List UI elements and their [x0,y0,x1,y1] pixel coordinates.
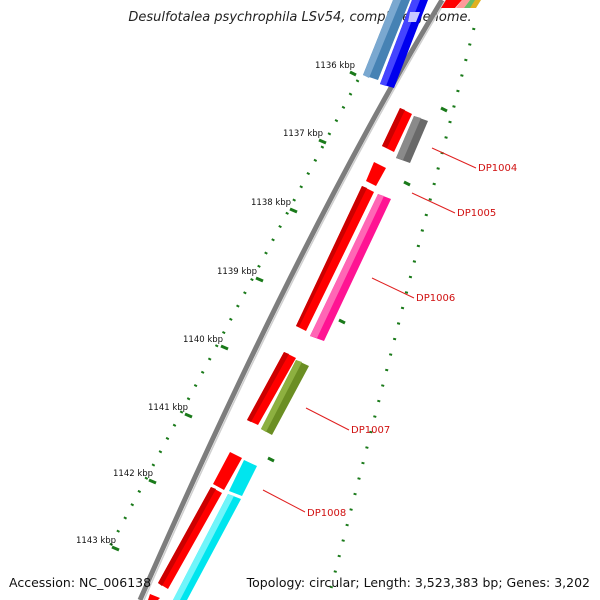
gene-feature-gray-dp1004-light [396,116,421,160]
scale-label-1141: 1141 kbp [148,403,188,413]
accession-text: Accession: NC_006138 [9,575,152,590]
gene-label-dp1004[interactable]: DP1004 [478,163,517,174]
scale-label-1138: 1138 kbp [251,198,291,208]
gene-feature-cyan-dp1008-light [173,494,234,600]
genome-summary-text: Topology: circular; Length: 3,523,383 bp… [246,575,590,590]
gene-label-dp1007[interactable]: DP1007 [351,425,390,436]
gene-feature-red-3 [296,186,374,331]
genome-backbone [137,0,445,600]
gene-label-dp1006[interactable]: DP1006 [416,293,455,304]
outer-ring-accents [267,106,448,463]
gene-feature-top-red [441,0,462,8]
gene-label-dp1008[interactable]: DP1008 [307,508,346,519]
gene-feature-steel-blue-light [363,0,401,78]
scale-label-1142: 1142 kbp [113,469,153,479]
gene-feature-pink-dp1006-light [310,194,384,338]
scale-tick-marks [111,70,357,552]
gene-feature-red-3-shade [296,186,367,327]
gene-label-dp1005[interactable]: DP1005 [457,208,496,219]
scale-label-1143: 1143 kbp [76,536,116,546]
gene-feature-top-salmon [456,0,470,8]
scale-label-1139: 1139 kbp [217,267,257,277]
gene-feature-olive-dp1007-light [261,360,302,432]
gene-feature-red-6-shade [158,487,216,586]
gene-feature-red-5 [213,452,242,490]
gene-feature-lavender [408,12,420,22]
genome-backbone-highlight [143,0,447,600]
scale-label-1140: 1140 kbp [183,335,223,345]
gene-label-leaders [262,147,477,513]
gene-feature-cyan-upper [229,460,257,496]
scale-label-1136: 1136 kbp [315,61,355,71]
scale-label-1137: 1137 kbp [283,129,323,139]
gene-feature-red-1-shade [382,108,405,148]
gene-feature-top-yellow [470,0,481,8]
gene-feature-red-2 [366,162,386,186]
gene-feature-red-bottom [148,594,160,600]
gene-feature-red-4-shade [247,352,289,422]
